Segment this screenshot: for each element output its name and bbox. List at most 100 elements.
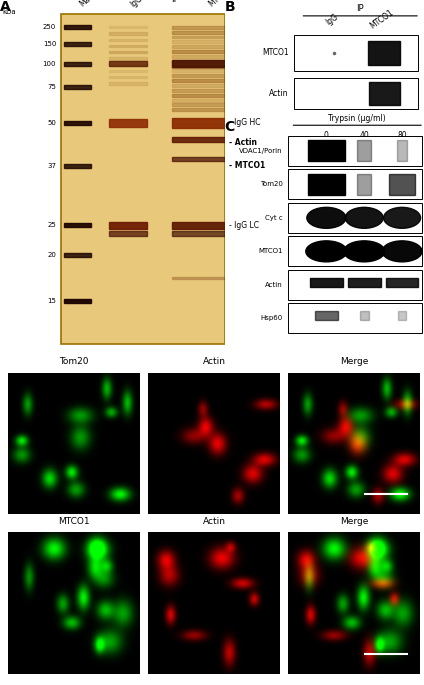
Text: IP: IP [171,0,179,3]
Text: Actin: Actin [269,89,288,98]
Text: 15: 15 [47,298,56,304]
Text: A: A [0,0,11,14]
Bar [348,277,381,287]
Bar [172,79,242,82]
Text: - IgG LC: - IgG LC [229,221,259,229]
Ellipse shape [382,241,422,262]
Bar [172,45,242,48]
Bar [109,61,147,66]
Text: IgG: IgG [324,12,340,27]
Text: 1 μm: 1 μm [379,497,392,501]
Text: Marker: Marker [78,0,104,9]
Text: - IgG HC: - IgG HC [229,119,261,127]
Bar [64,42,91,46]
Text: MTCO1: MTCO1 [59,516,90,525]
Bar [109,51,147,53]
Bar [109,26,147,29]
Text: Trypsin (μg/ml): Trypsin (μg/ml) [329,114,386,123]
Bar [357,140,371,161]
Bar [308,174,345,195]
Ellipse shape [345,208,383,228]
Bar [172,221,242,229]
Text: 25: 25 [47,222,56,228]
Bar [61,14,225,344]
Bar [109,45,147,47]
Bar [288,203,422,233]
Bar [172,89,242,92]
Text: 75: 75 [47,84,56,90]
Text: 40: 40 [360,131,369,140]
Bar [288,236,422,266]
Text: 0: 0 [324,131,329,140]
Bar [64,299,91,303]
Bar [386,277,418,287]
Text: 37: 37 [47,163,56,169]
Bar [109,64,147,66]
Bar [310,277,343,287]
Bar [109,119,147,127]
Bar [172,94,242,97]
Bar [172,69,242,73]
Text: 100: 100 [43,60,56,66]
Bar [172,84,242,87]
Bar [172,136,242,142]
Bar [172,64,242,68]
Text: 250: 250 [43,24,56,30]
Bar [357,174,371,195]
Bar [64,223,91,227]
Text: kDa: kDa [2,9,16,15]
Text: IgG: IgG [128,0,144,9]
Text: - Actin: - Actin [229,138,257,147]
Bar [288,303,422,334]
Text: Merge: Merge [340,357,368,366]
Bar [64,25,91,29]
Ellipse shape [384,208,421,228]
Bar [288,270,422,300]
Text: 50: 50 [47,120,56,126]
Text: MTCO1: MTCO1 [262,49,288,58]
Bar [64,62,91,66]
Bar [172,60,242,63]
Bar [308,140,345,161]
Ellipse shape [344,241,385,262]
Bar [64,253,91,257]
Text: - MTCO1: - MTCO1 [229,162,265,171]
Bar [64,164,91,168]
Bar [172,108,242,111]
Text: Cyt c: Cyt c [265,215,282,221]
Text: Hsp60: Hsp60 [260,315,282,321]
Bar [64,85,91,88]
Bar [109,38,147,41]
Bar [172,55,242,58]
Bar [109,221,147,229]
Bar [172,50,242,53]
Bar [172,277,242,279]
Text: Merge: Merge [340,516,368,525]
Bar [389,174,415,195]
Text: Actin: Actin [265,282,282,288]
Bar [172,31,242,34]
Bar [109,58,147,60]
Bar [315,311,338,321]
Text: 1 μm: 1 μm [379,656,392,661]
Bar [288,169,422,199]
Bar [172,231,242,236]
Text: MTCO1: MTCO1 [368,8,395,31]
Text: MTCO1: MTCO1 [207,0,233,9]
Bar [172,26,242,29]
Text: B: B [225,0,235,14]
Bar [172,60,242,67]
Text: C: C [225,120,235,134]
Bar [172,40,242,43]
Text: 150: 150 [43,41,56,47]
Text: Actin: Actin [203,357,226,366]
Bar [172,119,242,127]
Bar [172,75,242,77]
Text: 80: 80 [397,131,407,140]
Text: VDAC1/Porin: VDAC1/Porin [239,148,282,154]
Bar [172,36,242,38]
Bar [368,82,400,105]
Bar [172,157,242,162]
Bar [109,82,147,84]
Bar [360,311,369,321]
